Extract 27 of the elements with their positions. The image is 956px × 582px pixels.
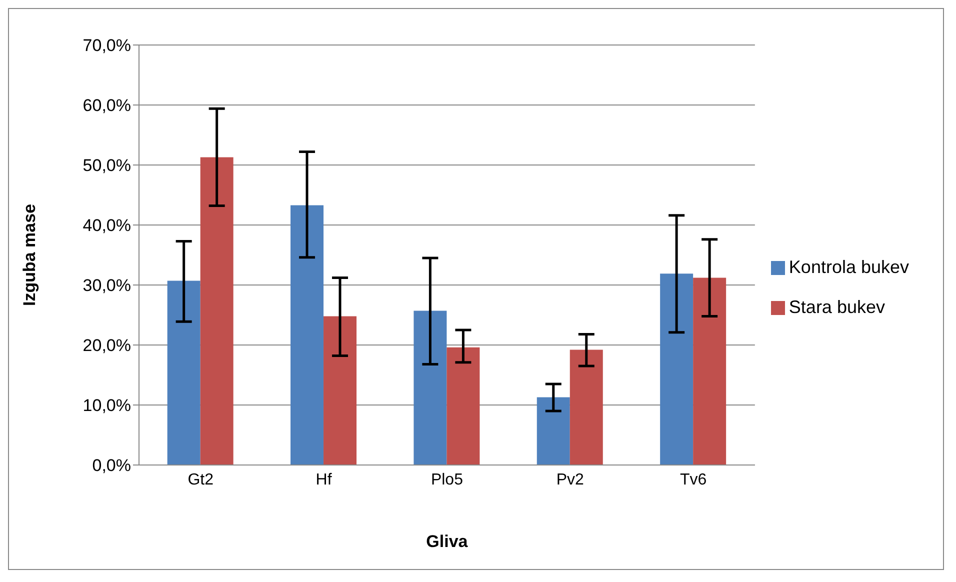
bar xyxy=(290,205,324,465)
bar xyxy=(536,397,570,465)
y-tick-label: 0,0% xyxy=(92,456,131,476)
x-tick-label: Hf xyxy=(316,471,332,488)
y-tick-label: 70,0% xyxy=(82,36,131,56)
bar xyxy=(693,278,726,465)
bar xyxy=(660,274,694,465)
bar xyxy=(167,280,200,465)
y-tick-label: 50,0% xyxy=(82,156,131,176)
x-tick-label: Tv6 xyxy=(680,471,707,488)
y-tick-label: 20,0% xyxy=(82,336,131,356)
y-tick-label: 40,0% xyxy=(82,216,131,236)
bar xyxy=(570,350,603,465)
bar xyxy=(324,316,357,465)
legend-label: Stara bukev xyxy=(788,297,885,317)
y-tick-label: 10,0% xyxy=(82,396,131,416)
x-tick-label: Gt2 xyxy=(188,471,214,488)
bar xyxy=(446,347,480,465)
x-axis-title: Gliva xyxy=(426,532,468,552)
bar xyxy=(200,157,234,465)
y-tick-label: 30,0% xyxy=(82,276,131,296)
x-tick-label: Plo5 xyxy=(430,471,464,488)
bar xyxy=(414,310,447,465)
y-axis-title: Izguba mase xyxy=(20,204,40,306)
legend-label: Kontrola bukev xyxy=(788,257,909,277)
y-tick-label: 60,0% xyxy=(82,96,131,116)
x-tick-label: Pv2 xyxy=(556,471,584,488)
